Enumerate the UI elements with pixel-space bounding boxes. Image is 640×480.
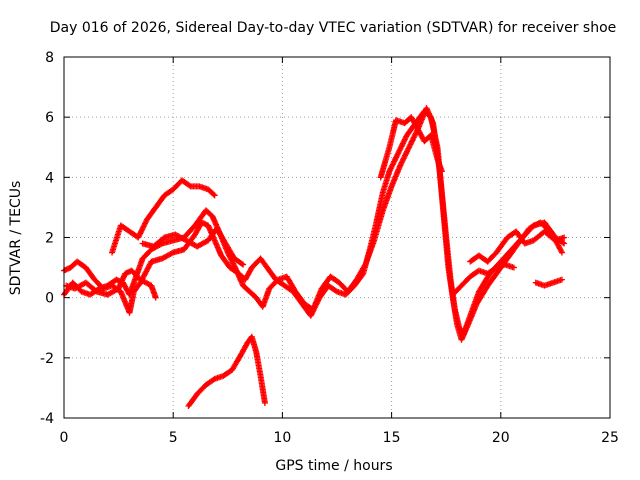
series-track-10 xyxy=(185,333,268,409)
series-track-2 xyxy=(61,105,565,343)
x-tick-label: 0 xyxy=(60,430,69,446)
x-axis-label: GPS time / hours xyxy=(275,458,392,474)
data-point xyxy=(561,240,568,247)
data-point xyxy=(238,260,245,267)
data-point xyxy=(152,294,159,301)
y-tick-labels: -4 -2 0 2 4 6 8 xyxy=(40,50,54,427)
data-point xyxy=(240,261,247,268)
y-tick-label: 4 xyxy=(45,170,54,186)
y-tick-label: 6 xyxy=(45,110,54,126)
series-track-8 xyxy=(467,228,568,265)
data-point xyxy=(558,276,565,283)
y-tick-label: -2 xyxy=(40,351,54,367)
series-track-9 xyxy=(532,276,565,289)
x-tick-label: 25 xyxy=(601,430,619,446)
series-track-5 xyxy=(139,225,247,268)
y-tick-label: 2 xyxy=(45,231,54,247)
data-point xyxy=(510,264,517,271)
data-point xyxy=(210,191,217,198)
series-track-7 xyxy=(449,261,517,298)
x-tick-labels: 0 5 10 15 20 25 xyxy=(60,430,619,446)
series-track-3 xyxy=(63,267,159,301)
data-point xyxy=(186,182,193,189)
x-tick-label: 10 xyxy=(273,430,291,446)
y-axis-label: SDTVAR / TECUs xyxy=(8,181,24,296)
y-tick-label: 8 xyxy=(45,50,54,66)
x-tick-label: 15 xyxy=(383,430,401,446)
series-track-6 xyxy=(377,114,445,181)
x-tick-label: 5 xyxy=(169,430,178,446)
data-series xyxy=(61,105,568,409)
x-tick-label: 20 xyxy=(492,430,510,446)
plot-frame xyxy=(63,56,611,419)
data-point xyxy=(211,192,218,199)
y-tick-label: -4 xyxy=(40,411,54,427)
series-track-4 xyxy=(109,177,218,256)
y-tick-label: 0 xyxy=(45,291,54,307)
grid-lines xyxy=(64,57,610,418)
data-point xyxy=(561,234,568,241)
data-point xyxy=(261,399,268,406)
chart-title: Day 016 of 2026, Sidereal Day-to-day VTE… xyxy=(50,20,617,36)
data-point xyxy=(558,249,565,256)
data-point xyxy=(438,168,445,175)
